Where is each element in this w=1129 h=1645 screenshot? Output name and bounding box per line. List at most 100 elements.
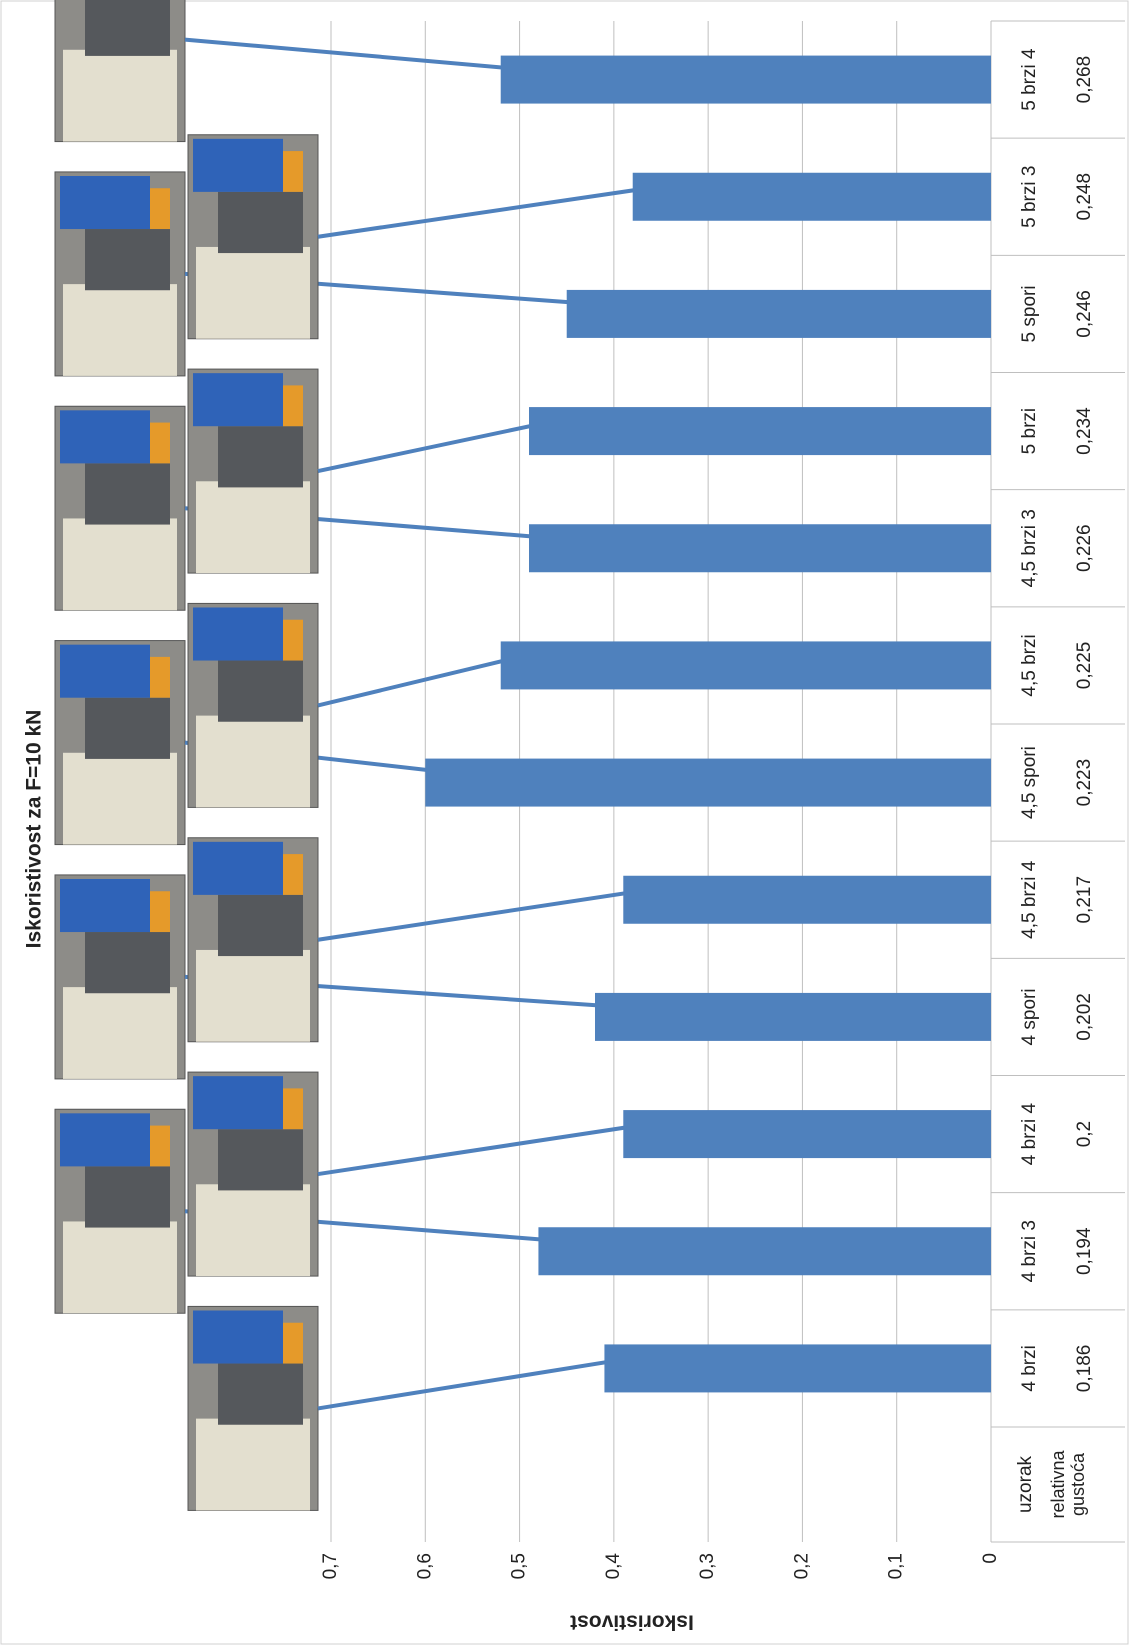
table-row-label: relativna gustoća (1048, 1450, 1088, 1519)
photo-blue (193, 1310, 283, 1364)
y-tick-label: 0,1 (886, 1553, 907, 1579)
photo-paper (63, 49, 177, 142)
photo-orange (150, 891, 170, 933)
connector (317, 887, 649, 942)
photo-cylinder (85, 932, 170, 994)
photo-cylinder (85, 229, 170, 291)
photo-cylinder (85, 0, 170, 56)
photo-blue (60, 175, 150, 230)
connector (317, 419, 555, 474)
x-tick-label: 4 brzi (1019, 1345, 1040, 1391)
photo-cylinder (218, 894, 303, 957)
connector (317, 1356, 630, 1411)
photo-blue (193, 841, 283, 895)
photo-blue (193, 607, 283, 661)
rotated-chart: Iskoristivost za F=10 kN Iskoristivost 0… (23, 0, 1125, 1633)
photo (54, 1108, 186, 1314)
photo-paper (63, 1221, 177, 1314)
photo-cylinder (85, 463, 170, 525)
photo-paper (63, 284, 177, 376)
photo-orange (283, 619, 303, 661)
x-tick-label: 4,5 brzi 4 (1019, 860, 1040, 939)
x-tick-label: 5 brzi (1019, 408, 1040, 454)
x-tick-label: 4 spori (1019, 988, 1040, 1045)
x-tick-label: 4 brzi 4 (1019, 1102, 1040, 1165)
photo-blue (60, 878, 150, 933)
table-cell: 0,225 (1074, 642, 1095, 690)
photo-paper (196, 949, 310, 1042)
table-row-label: uzorak (1015, 1455, 1036, 1513)
table-cell: 0,194 (1074, 1227, 1095, 1275)
photo-paper (196, 246, 310, 339)
photo-orange (150, 1125, 170, 1167)
bar (595, 992, 991, 1041)
photo-paper (63, 518, 177, 611)
photo-paper (63, 987, 177, 1079)
photo-orange (283, 1322, 303, 1364)
photo-cylinder (218, 191, 303, 254)
photo-cylinder (85, 697, 170, 759)
photo-paper (196, 481, 310, 574)
photo (187, 134, 319, 340)
photo-paper (196, 1418, 310, 1511)
photos (54, 0, 659, 1511)
photo-paper (63, 752, 177, 845)
bar (500, 641, 991, 690)
photo-paper (196, 1184, 310, 1277)
photo-cylinder (85, 1166, 170, 1228)
photo-orange (283, 854, 303, 895)
photo-cylinder (218, 426, 303, 488)
table-cell: 0,186 (1074, 1345, 1095, 1393)
bar (566, 289, 991, 338)
y-tick-label: 0,4 (603, 1553, 624, 1580)
photo-cylinder (218, 1129, 303, 1191)
table-row-label-box: relativna gustoća (1048, 1450, 1088, 1519)
table-cell: 0,226 (1074, 524, 1095, 572)
table-cell: 0,2 (1074, 1121, 1095, 1147)
chart-title: Iskoristivost za F=10 kN (23, 710, 46, 949)
bar (529, 524, 991, 573)
bar (425, 758, 991, 807)
x-tick-label: 4 brzi 3 (1019, 1220, 1040, 1282)
x-tick-label: 4,5 brzi 3 (1019, 509, 1040, 587)
y-tick-label: 0,7 (320, 1553, 341, 1579)
y-tick-label: 0 (980, 1553, 1001, 1564)
photo (54, 874, 186, 1080)
photo (54, 405, 186, 611)
connector (317, 653, 527, 708)
photo-blue (193, 373, 283, 427)
y-tick-label: 0,6 (414, 1553, 435, 1579)
bar (604, 1344, 992, 1393)
table-cell: 0,248 (1074, 173, 1095, 221)
table-cell: 0,234 (1074, 407, 1095, 455)
photo-orange (150, 422, 170, 464)
photo-blue (193, 138, 283, 192)
y-tick-label: 0,2 (791, 1553, 812, 1579)
connector (317, 184, 659, 239)
photo-orange (283, 1088, 303, 1130)
photo (187, 368, 319, 574)
photo-blue (60, 410, 150, 464)
x-tick-label: 5 brzi 4 (1019, 48, 1040, 111)
bar (632, 172, 991, 221)
photo-cylinder (218, 1363, 303, 1425)
connector (184, 37, 526, 72)
photo-orange (150, 656, 170, 698)
y-tick-label: 0,3 (697, 1553, 718, 1579)
x-tick-label: 4,5 spori (1019, 746, 1040, 819)
table-cell: 0,246 (1074, 290, 1095, 338)
photo-orange (283, 385, 303, 427)
photo-blue (60, 644, 150, 698)
bar (623, 875, 991, 924)
y-tick-label: 0,5 (509, 1553, 530, 1579)
photo-paper (196, 715, 310, 808)
x-tick-label: 5 brzi 3 (1019, 166, 1040, 228)
photo (187, 602, 319, 808)
bar (538, 1227, 992, 1276)
photo (187, 837, 319, 1043)
photo-blue (193, 1076, 283, 1130)
table-cell: 0,202 (1074, 993, 1095, 1041)
x-tick-label: 5 spori (1019, 285, 1040, 342)
